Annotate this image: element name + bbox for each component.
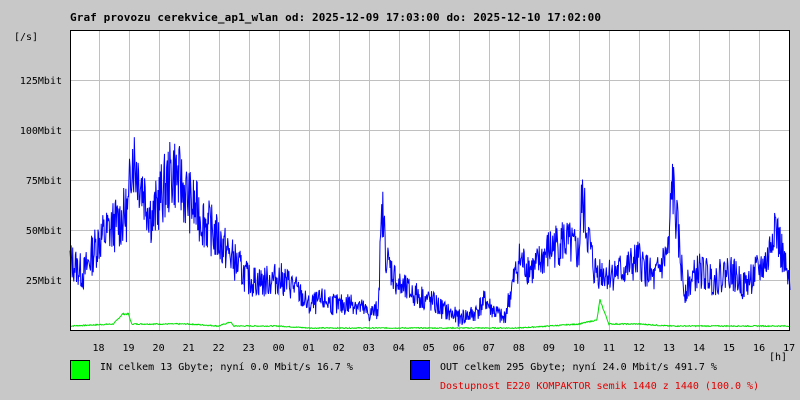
x-tick-label: 07 [483,343,495,354]
x-tick-label: 06 [453,343,465,354]
x-tick-label: 14 [693,343,705,354]
chart-title: Graf provozu cerekvice_ap1_wlan od: 2025… [70,11,602,24]
x-axis-unit-label: [h] [769,352,787,363]
x-tick-label: 04 [393,343,405,354]
x-tick-label: 12 [633,343,645,354]
x-tick-label: 16 [753,343,765,354]
y-tick-label: 100Mbit [20,126,62,137]
out-traffic-line [69,137,791,327]
x-tick-label: 10 [573,343,585,354]
x-tick-label: 01 [303,343,315,354]
out-legend-swatch [410,360,430,380]
x-tick-label: 20 [153,343,165,354]
x-tick-label: 23 [243,343,255,354]
x-tick-label: 11 [603,343,615,354]
y-tick-label: 75Mbit [26,176,62,187]
availability-text: Dostupnost E220 KOMPAKTOR semik 1440 z 1… [440,381,760,392]
x-tick-label: 05 [423,343,435,354]
in-legend-text: IN celkem 13 Gbyte; nyní 0.0 Mbit/s 16.7… [100,362,353,373]
y-tick-label: 125Mbit [20,76,62,87]
x-tick-label: 03 [363,343,375,354]
x-tick-label: 17 [783,343,795,354]
x-tick-label: 08 [513,343,525,354]
x-tick-label: 00 [273,343,285,354]
x-tick-label: 13 [663,343,675,354]
x-tick-label: 19 [123,343,135,354]
y-tick-label: 25Mbit [26,276,62,287]
x-tick-label: 02 [333,343,345,354]
x-tick-label: 21 [183,343,195,354]
x-tick-label: 09 [543,343,555,354]
x-tick-label: 22 [213,343,225,354]
y-axis-unit-label: [/s] [14,32,38,43]
plot-border [70,30,790,331]
y-tick-label: 50Mbit [26,226,62,237]
in-legend-swatch [70,360,90,380]
x-tick-label: 18 [93,343,105,354]
out-legend-text: OUT celkem 295 Gbyte; nyní 24.0 Mbit/s 4… [440,362,717,373]
in-traffic-line [69,299,791,330]
x-tick-label: 15 [723,343,735,354]
